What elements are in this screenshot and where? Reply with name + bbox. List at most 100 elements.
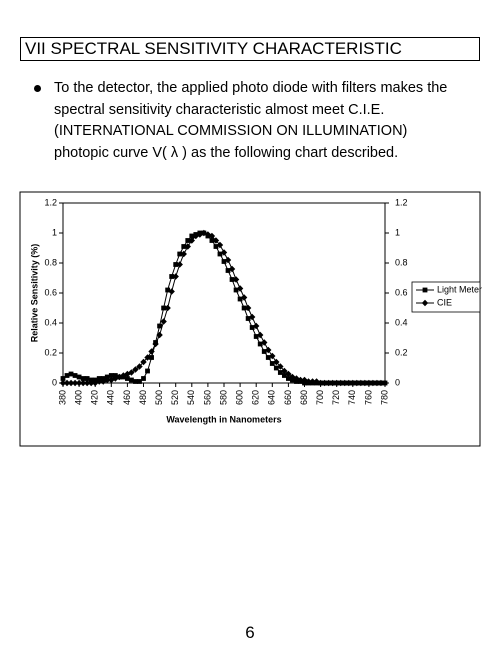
data-point (129, 377, 134, 383)
data-point (148, 348, 155, 355)
x-tick-label: 660 (283, 390, 293, 405)
data-point (269, 352, 276, 360)
x-tick-label: 400 (73, 390, 83, 405)
data-point (112, 375, 119, 382)
data-point (176, 261, 183, 268)
data-point (329, 379, 336, 387)
x-tick-label: 600 (234, 390, 244, 405)
data-point (273, 365, 279, 371)
data-point (76, 374, 82, 380)
y-tick-label: 0.8 (44, 257, 57, 267)
data-point (241, 305, 247, 311)
data-point (156, 331, 163, 339)
data-point (141, 376, 146, 381)
data-point (181, 244, 187, 249)
data-point (377, 379, 385, 387)
data-point (165, 287, 171, 293)
data-point (281, 373, 287, 378)
y2-tick-label: 0.8 (395, 257, 408, 267)
data-point (237, 296, 243, 302)
data-point (173, 262, 179, 267)
data-point (116, 373, 123, 381)
x-tick-label: 640 (267, 390, 277, 405)
data-point (149, 355, 154, 360)
data-point (341, 379, 348, 387)
data-point (83, 379, 91, 387)
legend-marker (421, 299, 429, 307)
data-point (104, 376, 111, 384)
data-point (381, 379, 389, 387)
data-point (67, 379, 75, 387)
data-point (72, 373, 78, 378)
data-point (297, 376, 304, 384)
y2-tick-label: 1 (395, 227, 400, 237)
data-point (144, 354, 151, 361)
data-point (213, 244, 219, 249)
section-title: VII SPECTRAL SENSITIVITY CHARACTERISTIC (20, 37, 480, 61)
x-tick-label: 580 (218, 390, 228, 405)
chart: Wavelength in Nanometers Relative Sensit… (19, 191, 482, 447)
y2-tick-label: 0.6 (395, 287, 408, 297)
x-axis-label: Wavelength in Nanometers (166, 414, 281, 424)
data-point (172, 273, 179, 280)
data-point (180, 250, 187, 258)
y2-tick-label: 1.2 (395, 197, 408, 207)
bullet-dot (34, 85, 41, 92)
x-tick-label: 440 (106, 390, 116, 405)
legend-marker (422, 287, 428, 293)
data-point (236, 285, 244, 292)
data-point (79, 379, 87, 387)
x-tick-label: 480 (138, 390, 148, 405)
legend-label: Light Meter (437, 284, 482, 294)
data-point (321, 379, 328, 387)
data-point (63, 379, 71, 387)
data-point (128, 369, 135, 376)
data-point (248, 313, 256, 321)
data-point (305, 378, 312, 385)
data-point (125, 376, 130, 381)
data-point (60, 376, 66, 381)
y-tick-label: 0.4 (44, 317, 57, 327)
x-tick-label: 740 (347, 390, 357, 405)
x-tick-label: 520 (170, 390, 180, 405)
data-point (157, 323, 162, 329)
data-point (145, 368, 150, 374)
data-point (240, 294, 248, 301)
y-tick-label: 0.2 (44, 347, 57, 357)
data-point (253, 322, 260, 330)
data-point (286, 376, 291, 381)
data-point (232, 276, 240, 283)
data-point (152, 340, 159, 348)
data-point (71, 379, 79, 387)
data-point (169, 274, 175, 279)
data-point (188, 237, 195, 244)
y2-tick-label: 0 (395, 377, 400, 387)
data-point (373, 379, 381, 387)
x-tick-label: 680 (299, 390, 309, 405)
data-point (189, 233, 195, 239)
data-point (224, 256, 232, 264)
data-point (137, 379, 142, 384)
data-point (92, 379, 99, 387)
data-point (253, 334, 259, 339)
data-point (345, 379, 352, 387)
data-point (84, 376, 90, 381)
data-point (281, 367, 288, 375)
data-point (265, 355, 271, 360)
data-point (68, 371, 74, 377)
data-point (337, 379, 344, 387)
page-number: 6 (245, 623, 255, 642)
bullet-line: photopic curve V( λ ) as the following c… (54, 144, 399, 161)
data-point (369, 379, 377, 387)
data-point (96, 378, 103, 385)
data-point (80, 376, 86, 381)
data-point (140, 358, 147, 366)
data-point (64, 373, 70, 378)
bullet: To the detector, the applied photo diode… (34, 78, 484, 164)
x-tick-label: 620 (251, 390, 261, 405)
data-point (75, 379, 83, 387)
data-point (136, 363, 143, 370)
y2-tick-label: 0.2 (395, 347, 408, 357)
data-point (228, 265, 236, 273)
data-point (233, 287, 239, 293)
